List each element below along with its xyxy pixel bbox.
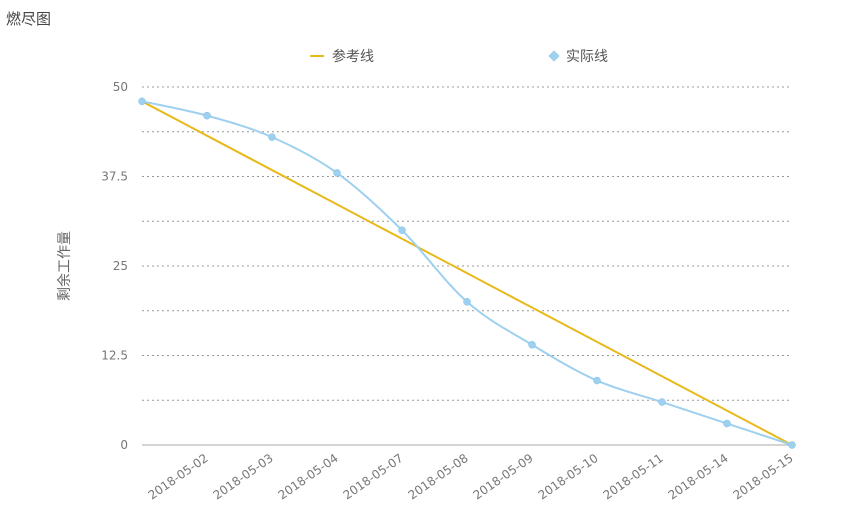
reference-series-line [141,100,793,446]
actual-data-point [658,398,666,406]
legend-item-reference[interactable]: 参考线 [310,46,374,66]
x-tick-label: 2018-05-04 [276,451,341,502]
actual-data-point [528,341,536,349]
actual-data-point [398,226,406,234]
x-tick-label: 2018-05-07 [341,451,406,502]
x-tick-label: 2018-05-14 [666,451,731,502]
legend: 参考线 实际线 [0,46,856,70]
y-tick-label: 25 [113,259,128,273]
x-tick-label: 2018-05-15 [731,451,796,502]
y-tick-label: 0 [120,438,128,452]
legend-item-actual[interactable]: 实际线 [548,46,608,66]
y-tick-label: 12.5 [101,349,128,363]
x-tick-label: 2018-05-03 [211,451,276,502]
actual-data-point [268,133,276,141]
legend-actual-label: 实际线 [566,49,608,65]
y-tick-label: 50 [113,80,128,94]
actual-data-point [788,441,796,449]
x-tick-label: 2018-05-10 [536,451,601,502]
chart-title: 燃尽图 [6,10,52,28]
x-tick-label: 2018-05-08 [406,451,471,502]
x-tick-label: 2018-05-02 [146,451,211,502]
actual-data-point [333,169,341,177]
legend-reference-label: 参考线 [332,49,374,65]
actual-data-point [723,419,731,428]
actual-data-point [593,376,601,385]
y-tick-label: 37.5 [101,170,128,184]
actual-data-point [463,298,471,306]
actual-data-point [203,111,211,120]
x-tick-label: 2018-05-09 [471,451,536,502]
legend-line-icon [310,55,324,57]
x-tick-label: 2018-05-11 [601,451,666,502]
actual-data-point [138,97,146,106]
